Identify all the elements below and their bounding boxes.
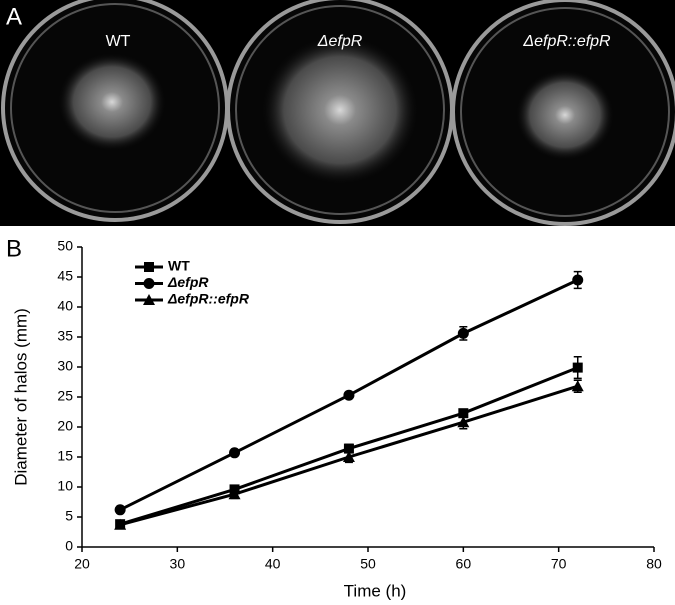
x-tick-label: 30: [170, 556, 186, 572]
y-tick-label: 5: [65, 508, 73, 524]
legend-label: ΔefpR: [167, 274, 209, 290]
marker: [572, 362, 583, 373]
marker: [114, 518, 127, 530]
strain-label: ΔefpR: [317, 33, 363, 50]
legend-label: ΔefpR::efpR: [167, 291, 250, 307]
strain-label: WT: [106, 33, 131, 50]
marker: [457, 416, 470, 428]
panel-label: A: [6, 3, 22, 30]
x-tick-label: 20: [74, 556, 90, 572]
dish-rim: [10, 3, 220, 213]
marker: [571, 380, 584, 392]
y-axis-title: Diameter of halos (mm): [11, 308, 30, 486]
x-tick-label: 40: [265, 556, 281, 572]
marker: [458, 408, 469, 419]
halo: [260, 34, 420, 186]
marker: [457, 327, 469, 339]
legend-label: WT: [168, 258, 190, 274]
marker: [343, 389, 355, 401]
marker: [228, 488, 241, 500]
x-tick-label: 80: [646, 556, 662, 572]
halo: [57, 52, 167, 152]
panel-a-photo: A WT ΔefpR ΔefpR::efpR: [0, 0, 675, 226]
y-tick-label: 30: [57, 358, 73, 374]
y-tick-label: 35: [57, 328, 73, 344]
marker: [114, 504, 126, 516]
y-tick-label: 25: [57, 388, 73, 404]
halo: [515, 69, 615, 161]
y-tick-label: 40: [57, 298, 73, 314]
marker: [143, 294, 155, 305]
dish-rim: [235, 5, 445, 215]
marker: [342, 451, 355, 462]
marker: [144, 262, 154, 272]
x-tick-label: 70: [551, 556, 567, 572]
y-tick-label: 15: [57, 448, 73, 464]
marker: [343, 443, 354, 454]
x-axis-title: Time (h): [344, 581, 407, 600]
x-tick-label: 50: [360, 556, 376, 572]
marker: [229, 447, 241, 459]
y-tick-label: 50: [57, 238, 73, 254]
y-tick-label: 10: [57, 478, 73, 494]
strain-label: ΔefpR::efpR: [522, 33, 611, 50]
marker: [143, 278, 155, 289]
y-tick-label: 20: [57, 418, 73, 434]
y-tick-label: 45: [57, 268, 73, 284]
dish-rim: [460, 7, 670, 217]
panel-label: B: [6, 235, 22, 262]
y-tick-label: 0: [65, 538, 73, 554]
marker: [572, 274, 584, 286]
x-tick-label: 60: [456, 556, 472, 572]
